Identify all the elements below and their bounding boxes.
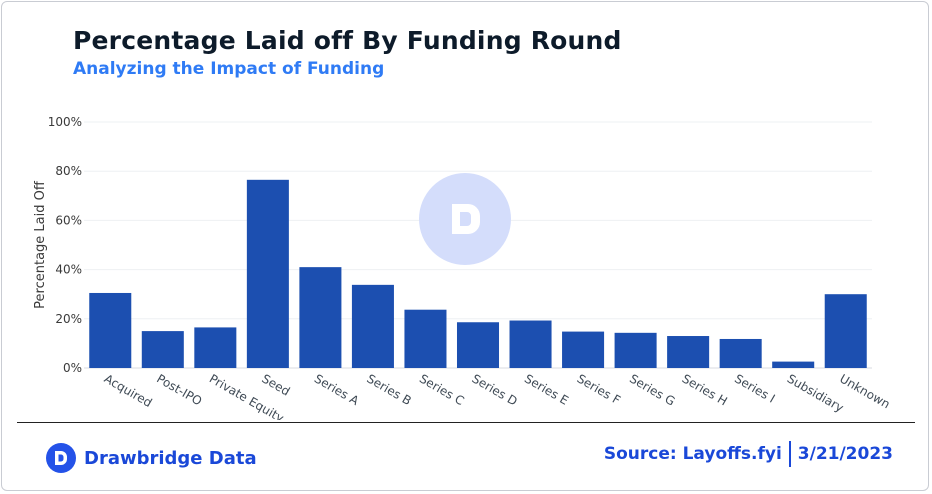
bar-series-h [667,336,710,368]
source-date: 3/21/2023 [797,444,893,464]
bar-series-f [562,331,605,368]
y-tick-label: 80% [55,164,82,178]
bar-seed [246,179,289,368]
x-tick-label: Series G [627,371,677,408]
x-tick-label: Series C [417,371,467,408]
bar-subsidiary [772,361,815,368]
x-tick-label: Series I [732,371,777,405]
watermark-circle [419,173,511,265]
brand: Drawbridge Data [46,443,257,473]
source-credit: Source: Layoffs.fyi 3/21/2023 [604,441,893,467]
x-tick-label: Post-IPO [154,371,204,408]
y-tick-label: 20% [55,312,82,326]
bar-series-b [351,284,394,368]
bars [89,179,867,368]
x-tick-label: Series A [312,371,362,408]
bar-acquired [89,292,132,368]
source-separator [788,441,791,467]
y-tick-label: 40% [55,263,82,277]
bar-series-g [614,332,657,368]
x-tick-label: Series E [522,371,571,407]
x-tick-label: Acquired [102,371,155,410]
chart-title: Percentage Laid off By Funding Round [73,26,622,55]
y-tick-labels: 0% 20% 40% 60% 80% 100% [48,115,82,375]
bar-chart: 0% 20% 40% 60% 80% 100% Acquired Post-IPO Priva… [33,115,893,420]
x-tick-label: Series F [575,371,623,407]
x-tick-label: Unknown [837,371,892,411]
d-letter-icon [55,451,67,465]
bar-series-i [719,338,762,368]
bar-unknown [824,294,867,368]
footer-divider [17,422,915,423]
x-tick-label: Series H [680,371,730,408]
bar-series-d [456,322,500,368]
brand-name: Drawbridge Data [84,447,257,469]
bar-private-equity [194,327,237,368]
source-label: Source: Layoffs.fyi [603,444,782,464]
bar-post-ipo [141,331,184,368]
brand-logo-icon [46,443,76,473]
watermark-logo [419,173,511,265]
chart-subtitle: Analyzing the Impact of Funding [73,59,385,79]
bar-series-a [299,267,342,368]
y-tick-label: 0% [63,361,82,375]
x-tick-label: Subsidiary [785,371,846,415]
y-tick-label: 100% [48,115,82,129]
x-tick-label: Series D [470,371,520,408]
y-axis-label: Percentage Laid Off [33,180,48,309]
x-tick-label: Seed [259,371,292,398]
x-tick-label: Series B [364,371,413,408]
watermark-d-icon [452,204,480,234]
bar-series-c [404,309,447,368]
y-tick-label: 60% [55,213,82,227]
bar-series-e [509,320,552,368]
